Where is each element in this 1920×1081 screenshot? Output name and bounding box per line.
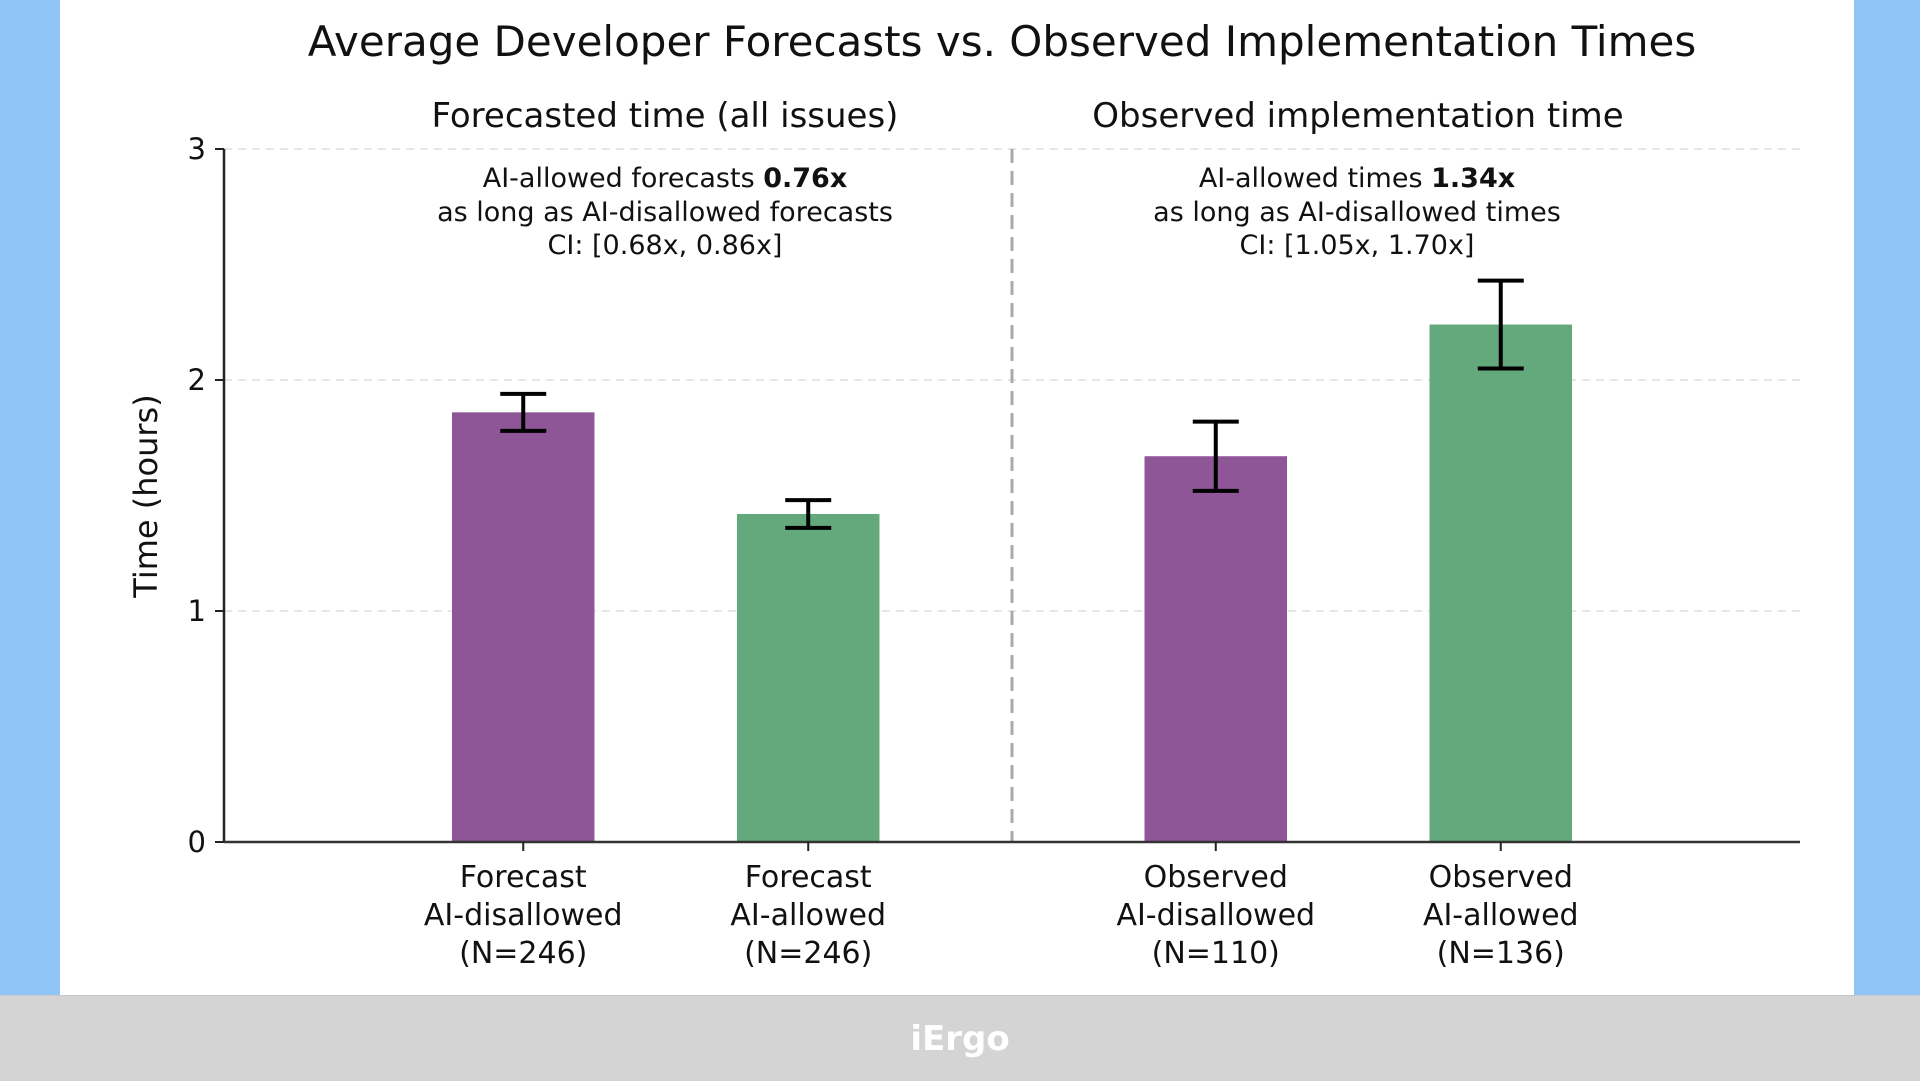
ergo-logo-icon: iErgo [910, 1018, 1010, 1059]
y-tick-label: 2 [188, 363, 206, 397]
chart-title: Average Developer Forecasts vs. Observed… [308, 17, 1697, 66]
x-category-label: Forecast AI-allowed (N=246) [730, 860, 886, 971]
x-category-label-line: (N=110) [1152, 936, 1280, 971]
panel-subtitle-observed: Observed implementation time [1092, 96, 1623, 136]
x-category-label-line: Observed [1144, 860, 1288, 895]
annotation-observed-ratio: 1.34x [1431, 163, 1515, 194]
annotation-observed-prefix: AI-allowed times [1199, 163, 1431, 194]
y-axis-label: Time (hours) [127, 394, 165, 598]
bar-ai-disallowed [451, 412, 595, 842]
x-category-label-line: (N=246) [459, 936, 587, 971]
x-category-label: Forecast AI-disallowed (N=246) [424, 860, 623, 971]
y-tick-label: 0 [188, 825, 206, 859]
bar-ai-disallowed [1144, 456, 1288, 842]
x-category-label-line: AI-allowed [1423, 898, 1579, 933]
y-tick-label: 1 [188, 594, 206, 628]
x-category-label-line: (N=246) [744, 936, 872, 971]
annotation-observed-line2: as long as AI-disallowed times [1153, 197, 1561, 228]
annotation-forecast-prefix: AI-allowed forecasts [483, 163, 764, 194]
annotation-forecast-line1: AI-allowed forecasts 0.76x [483, 163, 848, 194]
x-category-label: Observed AI-allowed (N=136) [1423, 860, 1579, 971]
x-category-label-line: AI-disallowed [1116, 898, 1315, 933]
y-tick-label: 3 [188, 132, 206, 166]
bar-ai-allowed [1429, 324, 1573, 842]
annotation-forecast-ci: CI: [0.68x, 0.86x] [548, 230, 783, 261]
x-category-label-line: (N=136) [1437, 936, 1565, 971]
error-bars-group [500, 278, 1524, 530]
bars-group [451, 324, 1573, 842]
y-ticks: 0 1 2 3 [188, 132, 224, 859]
annotation-observed-line1: AI-allowed times 1.34x [1199, 163, 1515, 194]
x-category-label: Observed AI-disallowed (N=110) [1116, 860, 1315, 971]
x-category-label-line: AI-allowed [730, 898, 886, 933]
annotation-forecast-line2: as long as AI-disallowed forecasts [437, 197, 893, 228]
x-category-label-line: AI-disallowed [424, 898, 623, 933]
axes [222, 149, 1800, 844]
bar-ai-allowed [736, 513, 880, 842]
x-category-labels: Forecast AI-disallowed (N=246)Forecast AI-a… [424, 860, 1579, 971]
panel-subtitle-forecast: Forecasted time (all issues) [432, 96, 899, 136]
footer-bar: iErgo [0, 995, 1920, 1081]
x-category-label-line: Forecast [745, 860, 872, 895]
bar-chart: Average Developer Forecasts vs. Observed… [127, 17, 1800, 971]
annotation-observed-ci: CI: [1.05x, 1.70x] [1240, 230, 1475, 261]
x-category-label-line: Forecast [460, 860, 587, 895]
x-ticks [522, 842, 1502, 851]
annotation-forecast-ratio: 0.76x [763, 163, 847, 194]
x-category-label-line: Observed [1429, 860, 1573, 895]
